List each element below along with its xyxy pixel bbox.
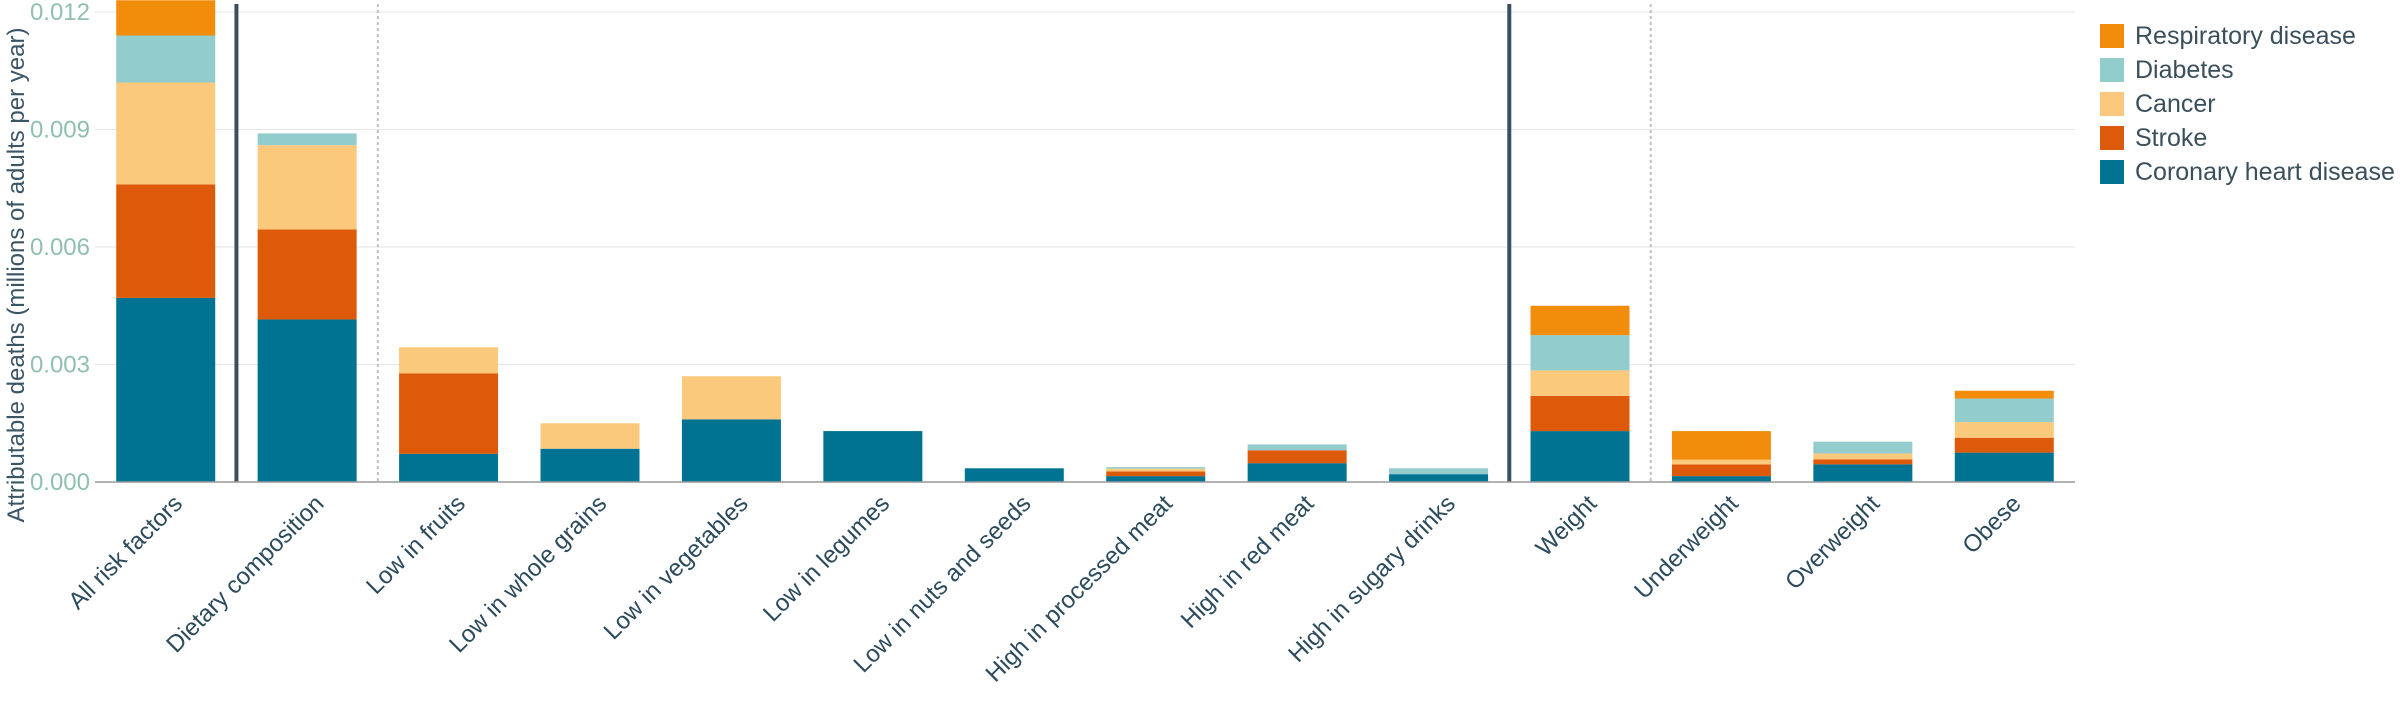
y-tick-label: 0.012 [30,0,90,26]
legend-swatch [2100,160,2124,184]
legend-label: Respiratory disease [2135,22,2356,50]
bar-segment-coronary-heart-disease [399,453,499,482]
legend-label: Diabetes [2135,56,2234,84]
bar-segment-stroke [1106,471,1206,477]
bar-segment-stroke [116,184,216,298]
bar-segment-coronary-heart-disease [1813,464,1913,482]
y-tick-label: 0.000 [30,469,90,496]
x-tick-label: Low in legumes [758,490,895,627]
y-axis-title: Attributable deaths (millions of adults … [3,28,30,523]
y-tick-label: 0.003 [30,352,90,379]
bar-segment-diabetes [1813,441,1913,454]
bar-segment-coronary-heart-disease [1530,431,1630,482]
y-tick-label: 0.009 [30,117,90,144]
bar-segment-cancer [540,423,640,449]
bar-segment-cancer [1954,422,2054,438]
bar-segment-cancer [1106,468,1206,472]
bar-segment-cancer [1813,453,1913,460]
bar-segment-cancer [399,347,499,374]
bar-segment-coronary-heart-disease [1954,452,2054,482]
bar-segment-cancer [116,82,216,185]
bar-segment-respiratory-disease [116,0,216,36]
x-tick-label: Overweight [1780,490,1885,595]
bar-segment-stroke [1813,459,1913,465]
bar-segment-coronary-heart-disease [1106,476,1206,482]
x-tick-label: High in red meat [1176,490,1320,634]
bar-segment-stroke [257,229,357,320]
legend-label: Stroke [2135,124,2207,152]
bar-segment-coronary-heart-disease [823,431,923,482]
x-tick-label: Low in whole grains [444,490,612,658]
legend-swatch [2100,92,2124,116]
x-tick-label: Underweight [1629,490,1744,605]
bar-segment-respiratory-disease [1954,390,2054,399]
gridlines [95,11,2075,365]
bar-segment-coronary-heart-disease [540,448,640,482]
bar-segment-coronary-heart-disease [964,468,1064,482]
bar-segment-coronary-heart-disease [257,319,357,482]
bar-segment-diabetes [257,133,357,146]
y-tick-label: 0.006 [30,234,90,261]
bar-segment-respiratory-disease [1530,305,1630,336]
bar-segment-coronary-heart-disease [116,297,216,482]
bar-segment-coronary-heart-disease [1247,463,1347,482]
bar-segment-cancer [257,145,357,230]
bar-segment-coronary-heart-disease [1389,474,1489,482]
legend-label: Coronary heart disease [2135,158,2395,186]
x-tick-label: Weight [1531,490,1603,562]
bar-segment-cancer [681,376,781,420]
bar-segment-diabetes [1530,335,1630,371]
bar-segment-stroke [1247,450,1347,464]
bar-segment-diabetes [1106,467,1206,469]
legend: Respiratory disease Diabetes Cancer Stroke C… [2100,22,2395,186]
x-tick-label: Low in vegetables [599,490,754,645]
bar-segment-cancer [1530,370,1630,396]
legend-swatch [2100,58,2124,82]
group-separators [234,4,1652,482]
bars [116,0,2054,482]
bar-segment-diabetes [116,35,216,83]
legend-swatch [2100,24,2124,48]
x-tick-label: Low in fruits [361,490,471,600]
bar-segment-diabetes [1389,468,1489,475]
legend-label: Cancer [2135,90,2216,118]
x-tick-label: Dietary composition [161,490,329,658]
bar-segment-stroke [1671,464,1771,477]
bar-segment-stroke [1530,395,1630,432]
bar-segment-stroke [399,373,499,454]
bar-segment-coronary-heart-disease [681,419,781,482]
x-tick-label: All risk factors [63,490,188,615]
legend-swatch [2100,126,2124,150]
bar-segment-diabetes [1954,398,2054,423]
x-tick-label: Obese [1957,490,2026,559]
bar-segment-coronary-heart-disease [1671,476,1771,482]
bar-segment-diabetes [1247,444,1347,451]
bar-segment-stroke [1954,437,2054,453]
bar-segment-cancer [1671,459,1771,465]
bar-segment-respiratory-disease [1671,431,1771,460]
